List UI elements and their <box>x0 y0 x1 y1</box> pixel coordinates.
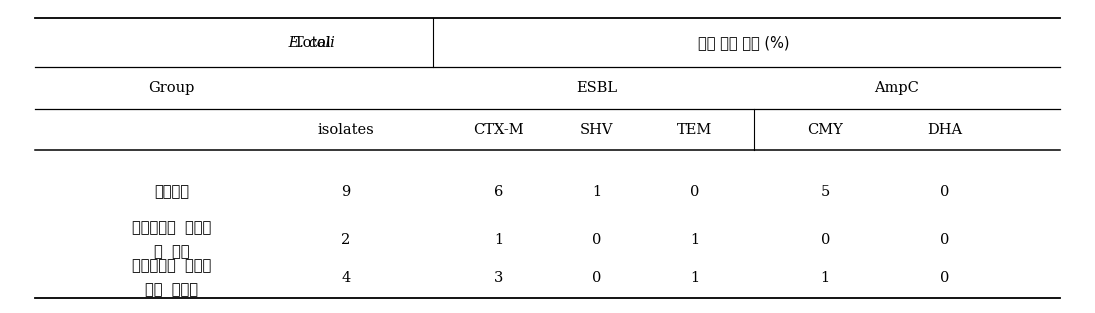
Text: E. coli: E. coli <box>247 36 335 50</box>
Text: 0: 0 <box>591 233 601 247</box>
Text: 분리 균주 개수 (%): 분리 균주 개수 (%) <box>698 35 789 50</box>
Text: 2: 2 <box>342 233 350 247</box>
Text: Group: Group <box>149 81 195 95</box>
Text: 4: 4 <box>342 271 350 285</box>
Text: 1: 1 <box>690 233 699 247</box>
Text: 1: 1 <box>592 185 601 199</box>
Text: SHV: SHV <box>579 123 613 136</box>
Text: 0: 0 <box>591 271 601 285</box>
Text: 0: 0 <box>820 233 830 247</box>
Text: DHA: DHA <box>927 123 963 136</box>
Text: 9: 9 <box>342 185 350 199</box>
Text: 반려동물을  키우지: 반려동물을 키우지 <box>132 259 211 274</box>
Text: 1: 1 <box>690 271 699 285</box>
Text: 0: 0 <box>941 185 949 199</box>
Text: CTX-M: CTX-M <box>473 123 523 136</box>
Text: 1: 1 <box>821 271 830 285</box>
Text: 및  가족: 및 가족 <box>154 244 189 259</box>
Text: ESBL: ESBL <box>576 81 618 95</box>
Text: TEM: TEM <box>677 123 712 136</box>
Text: Total: Total <box>293 36 335 50</box>
Text: 0: 0 <box>690 185 700 199</box>
Text: 않는  일반인: 않는 일반인 <box>146 282 198 297</box>
Text: 3: 3 <box>494 271 504 285</box>
Text: 0: 0 <box>941 233 949 247</box>
Text: 6: 6 <box>494 185 504 199</box>
Text: 0: 0 <box>941 271 949 285</box>
Text: CMY: CMY <box>807 123 843 136</box>
Text: isolates: isolates <box>318 123 374 136</box>
Text: 1: 1 <box>494 233 503 247</box>
Text: AmpC: AmpC <box>874 81 919 95</box>
Text: 반려동물의  보호자: 반려동물의 보호자 <box>132 220 211 235</box>
Text: 5: 5 <box>820 185 830 199</box>
Text: 반려동물: 반려동물 <box>154 184 189 199</box>
